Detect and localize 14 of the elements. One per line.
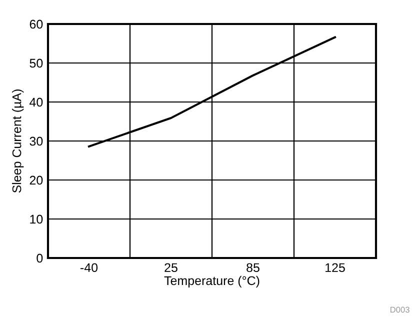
y-tick-label: 10 — [30, 214, 43, 224]
x-tick-label: 125 — [326, 263, 345, 272]
y-tick-label: 20 — [30, 176, 43, 185]
text: D003 — [390, 306, 410, 313]
y-tick-label: 0 — [36, 254, 43, 263]
y-tick-label: 30 — [30, 136, 43, 146]
x-axis-title: Temperature (°C) — [164, 276, 260, 288]
x-tick-label: -40 — [80, 263, 98, 272]
y-tick-label: 40 — [30, 98, 43, 107]
y-tick-label: 50 — [30, 58, 43, 68]
x-tick-label: 25 — [164, 263, 178, 272]
y-tick-label: 60 — [30, 20, 43, 29]
y-axis-title: Sleep Current (µA) — [12, 90, 24, 193]
x-tick-label: 85 — [246, 263, 260, 272]
